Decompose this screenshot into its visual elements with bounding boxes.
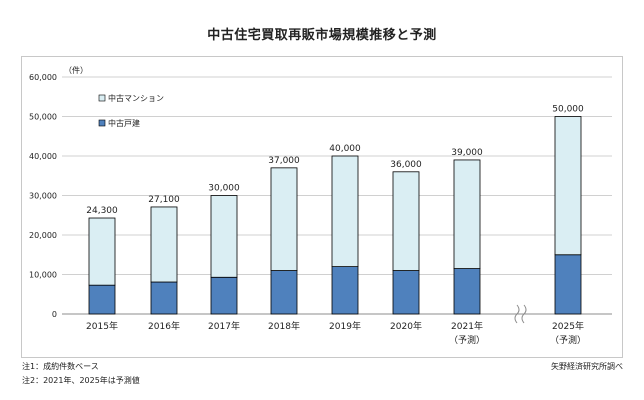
data-label-total: 39,000: [451, 148, 483, 158]
bar-mansion: [331, 155, 359, 267]
y-unit-label: （件）: [64, 65, 88, 75]
bar-mansion: [88, 217, 116, 286]
data-label-total: 30,000: [208, 184, 240, 194]
chart-frame: 0 10,000 20,000 30,000 40,000 50,000 60,000 （件）…: [21, 56, 623, 358]
bar-mansion: [554, 116, 582, 256]
bar-kodate: [554, 254, 582, 315]
bar-chart: 0 10,000 20,000 30,000 40,000 50,000 60,000 （件）…: [29, 65, 612, 346]
bar-mansion: [453, 159, 481, 269]
bar-kodate: [270, 270, 298, 315]
x-axis: 2015年 2016年 2017年 2018年 2019年 2020年 2021年 （予測） 2…: [86, 304, 586, 346]
data-label-total: 24,300: [86, 206, 118, 216]
data-label-total: 27,100: [148, 195, 180, 205]
bar-kodate: [88, 284, 116, 315]
bar-mansion: [392, 171, 420, 271]
legend-label: 中古マンション: [108, 93, 164, 103]
bar-kodate: [210, 276, 238, 315]
x-tick-sublabel: （予測）: [550, 334, 586, 346]
y-tick-label: 10,000: [29, 271, 57, 280]
legend-swatch: [98, 119, 106, 127]
y-tick-label: 0: [52, 310, 57, 319]
x-tick-label: 2021年: [451, 320, 483, 332]
y-tick-label: 40,000: [29, 152, 57, 161]
data-label-total: 40,000: [329, 144, 361, 154]
x-tick-label: 2015年: [86, 320, 118, 332]
bars: 24,300 27,100 30,000 37,000 40,000 36,000 39,0…: [86, 105, 584, 315]
x-tick-sublabel: （予測）: [449, 334, 485, 346]
x-tick-label: 2025年: [552, 320, 584, 332]
axis-break-mark: [514, 304, 520, 324]
y-tick-label: 50,000: [29, 113, 57, 122]
bar-mansion: [150, 206, 178, 283]
x-tick-label: 2016年: [148, 320, 180, 332]
legend-swatch: [98, 94, 106, 102]
source-note: 矢野経済研究所調べ: [551, 362, 623, 371]
bar-kodate: [392, 270, 420, 315]
data-label-total: 36,000: [390, 160, 422, 170]
x-tick-label: 2017年: [208, 320, 240, 332]
bar-mansion: [270, 167, 298, 271]
x-tick-label: 2019年: [329, 320, 361, 332]
footnote-2: 注2：2021年、2025年は予測値: [22, 376, 140, 385]
bar-kodate: [150, 281, 178, 315]
x-tick-label: 2020年: [390, 320, 422, 332]
y-axis: 0 10,000 20,000 30,000 40,000 50,000 60,000 （件）: [29, 65, 88, 319]
data-label-total: 50,000: [552, 105, 584, 115]
bar-kodate: [453, 268, 481, 315]
y-tick-label: 60,000: [29, 73, 57, 82]
x-tick-label: 2018年: [268, 320, 300, 332]
axis-break-mark: [521, 304, 527, 324]
bar-kodate: [331, 266, 359, 315]
chart-title: 中古住宅買取再販市場規模推移と予測: [207, 28, 437, 43]
data-label-total: 37,000: [268, 156, 300, 166]
legend-label: 中古戸建: [108, 118, 140, 128]
bar-mansion: [210, 195, 238, 278]
y-tick-label: 30,000: [29, 192, 57, 201]
footnote-1: 注1：成約件数ベース: [22, 362, 99, 371]
y-tick-label: 20,000: [29, 231, 57, 240]
